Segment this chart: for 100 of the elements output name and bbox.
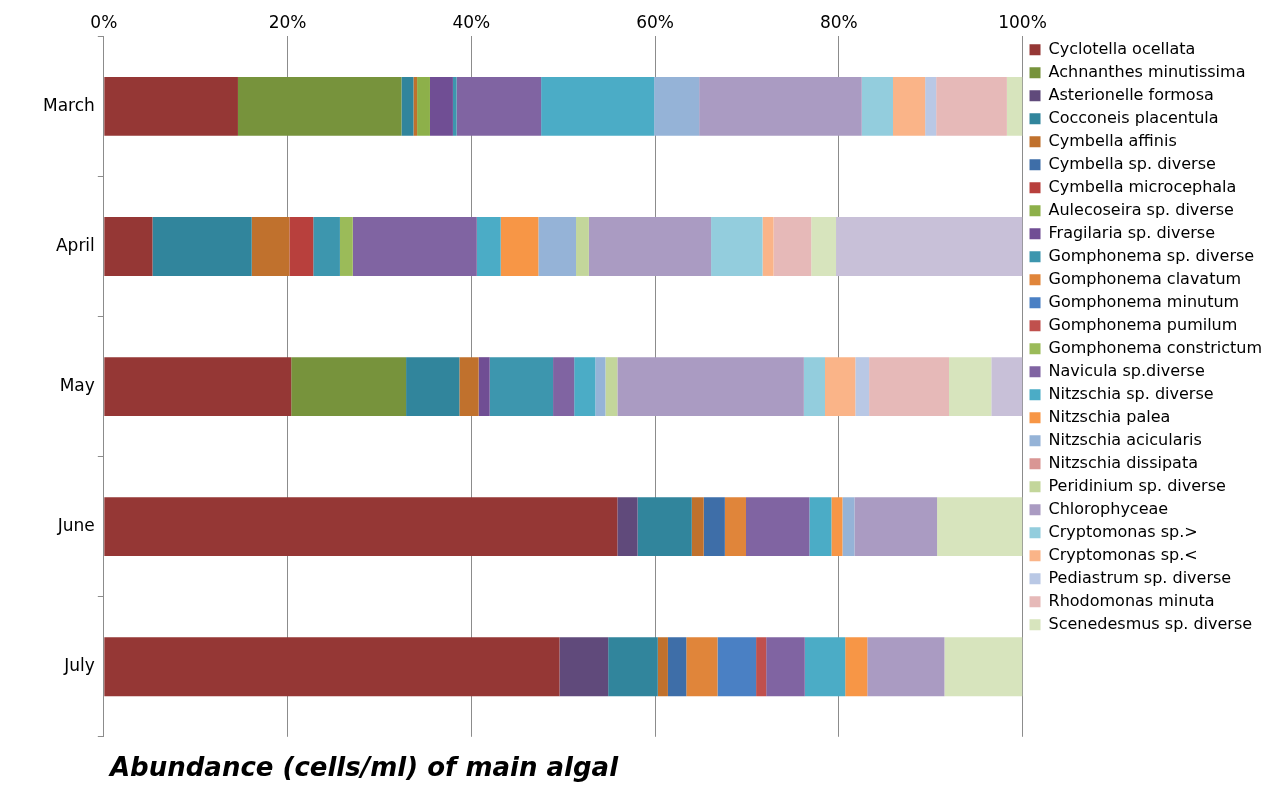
bar	[456, 77, 542, 136]
legend-label: Cymbella sp. diverse	[1048, 153, 1216, 173]
bar	[809, 497, 832, 557]
legend-label: Cocconeis placentula	[1048, 107, 1219, 127]
bar	[605, 357, 618, 417]
bar	[861, 77, 893, 136]
bar	[553, 357, 575, 417]
bar	[831, 497, 843, 557]
y-tick-label: July	[63, 655, 95, 676]
x-tick-label: 100%	[998, 11, 1047, 32]
legend-label: Peridinium sp. diverse	[1048, 475, 1226, 495]
bar	[417, 77, 430, 136]
bar	[703, 497, 725, 557]
bar	[667, 637, 687, 697]
legend-label: Gomphonema constrictum	[1048, 337, 1263, 357]
bar	[762, 217, 774, 276]
bar	[842, 497, 855, 557]
bar	[541, 77, 655, 136]
bar	[339, 217, 353, 276]
bar	[478, 357, 490, 417]
bar	[773, 217, 812, 276]
legend-label: Pediastrum sp. diverse	[1048, 567, 1232, 587]
bar	[237, 77, 402, 136]
x-tick-label: 20%	[268, 11, 307, 32]
bar	[291, 357, 407, 417]
bar	[825, 357, 856, 417]
bar	[1006, 77, 1023, 136]
bar	[574, 357, 596, 417]
bar	[654, 77, 700, 136]
legend-label: Cyclotella ocellata	[1048, 38, 1196, 58]
bar	[608, 637, 658, 697]
legend-label: Cryptomonas sp.>	[1048, 521, 1198, 541]
bar	[500, 217, 539, 276]
bar	[925, 77, 937, 136]
bar	[944, 637, 1023, 697]
legend-label: Aulecoseira sp. diverse	[1048, 199, 1234, 219]
legend-label: Gomphonema pumilum	[1048, 314, 1238, 334]
bar	[657, 637, 668, 697]
bar	[104, 497, 618, 557]
bar	[617, 497, 638, 557]
bar	[104, 77, 238, 136]
bar	[352, 217, 477, 276]
legend-label: Cymbella microcephala	[1048, 176, 1237, 196]
bar	[313, 217, 340, 276]
bar	[717, 637, 757, 697]
y-tick-label: April	[55, 234, 95, 255]
y-tick-label: May	[59, 375, 95, 396]
legend-label: Asterionelle formosa	[1048, 84, 1214, 104]
legend-label: Scenedesmus sp. diverse	[1048, 613, 1253, 633]
y-tick-label: June	[56, 515, 95, 536]
bar	[538, 217, 577, 276]
x-tick-label: 80%	[819, 11, 858, 32]
bar	[756, 637, 767, 697]
bar	[406, 357, 460, 417]
legend-label: Achnanthes minutissima	[1048, 61, 1246, 81]
legend-label: Gomphonema sp. diverse	[1048, 245, 1255, 265]
legend-label: Chlorophyceae	[1048, 498, 1169, 518]
bar	[811, 217, 837, 276]
bar	[711, 217, 763, 276]
legend-label: Nitzschia sp. diverse	[1048, 383, 1214, 403]
bar	[936, 77, 1007, 136]
bar	[803, 357, 825, 417]
bar	[686, 637, 718, 697]
x-tick-label: 40%	[452, 11, 491, 32]
bar	[489, 357, 554, 417]
bar	[724, 497, 746, 557]
bar	[854, 497, 938, 557]
bar	[637, 497, 692, 557]
bar	[699, 77, 862, 136]
text: Abundance (cells/ml) of main algal	[110, 752, 619, 782]
bar	[104, 637, 560, 697]
bar	[855, 357, 870, 417]
legend-label: Cymbella affinis	[1048, 130, 1177, 150]
bar	[429, 77, 453, 136]
legend-label: Nitzschia palea	[1048, 406, 1171, 426]
bar	[476, 217, 501, 276]
bar	[289, 217, 314, 276]
legend-label: Rhodomonas minuta	[1048, 590, 1215, 610]
legend-label: Navicula sp.diverse	[1048, 360, 1205, 380]
bar	[804, 637, 846, 697]
bar	[869, 357, 950, 417]
legend-label: Gomphonema clavatum	[1048, 268, 1242, 288]
bar	[617, 357, 804, 417]
bar	[745, 497, 810, 557]
bar	[251, 217, 290, 276]
bar	[588, 217, 712, 276]
bar	[104, 217, 153, 276]
bar	[452, 77, 457, 136]
bar	[104, 357, 292, 417]
bar	[413, 77, 418, 136]
x-tick-label: 0%	[90, 11, 118, 32]
legend-label: Nitzschia dissipata	[1048, 452, 1198, 472]
bar	[401, 77, 414, 136]
legend-label: Cryptomonas sp.<	[1048, 544, 1198, 564]
bar	[595, 357, 606, 417]
legend-label: Nitzschia acicularis	[1048, 429, 1202, 449]
bar	[152, 217, 252, 276]
bar	[836, 217, 1023, 276]
bar	[991, 357, 1023, 417]
bar	[691, 497, 704, 557]
